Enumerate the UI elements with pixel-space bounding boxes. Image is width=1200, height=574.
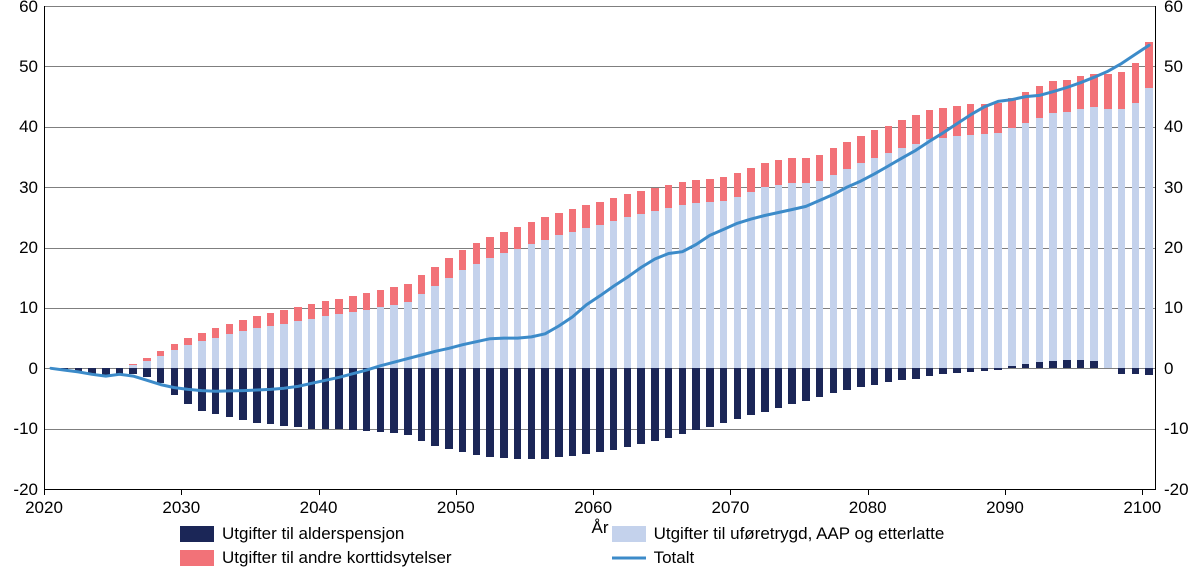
legend-label: Utgifter til andre korttidsytelser: [222, 548, 452, 568]
y-tick-right: 10: [1164, 299, 1183, 316]
legend-item-ufore: Utgifter til uføretrygd, AAP og etterlat…: [612, 524, 945, 544]
y-tick-right: 30: [1164, 179, 1183, 196]
y-tick-left: -10: [2, 420, 38, 437]
y-tick-right: 40: [1164, 118, 1183, 135]
x-tick: [181, 489, 182, 495]
x-tick-label: 2040: [300, 499, 338, 516]
x-tick-label: 2020: [25, 499, 63, 516]
x-tick: [868, 489, 869, 495]
y-tick-left: -20: [2, 481, 38, 498]
x-tick-label: 2030: [162, 499, 200, 516]
x-tick-label: 2050: [437, 499, 475, 516]
legend-item-korttid: Utgifter til andre korttidsytelser: [180, 548, 452, 568]
legend-item-totalt: Totalt: [612, 548, 945, 568]
legend-label: Utgifter til alderspensjon: [222, 524, 404, 544]
y-tick-right: 60: [1164, 0, 1183, 15]
y-tick-left: 0: [2, 360, 38, 377]
line-layer: [44, 6, 1156, 489]
y-tick-right: -20: [1164, 481, 1189, 498]
y-tick-left: 10: [2, 299, 38, 316]
y-tick-right: 0: [1164, 360, 1173, 377]
x-tick: [1005, 489, 1006, 495]
y-tick-left: 40: [2, 118, 38, 135]
y-tick-left: 60: [2, 0, 38, 15]
y-tick-right: 50: [1164, 58, 1183, 75]
legend-label: Utgifter til uføretrygd, AAP og etterlat…: [654, 524, 945, 544]
legend-swatch: [180, 526, 214, 542]
y-tick-right: 20: [1164, 239, 1183, 256]
x-tick: [44, 489, 45, 495]
legend-label: Totalt: [654, 548, 695, 568]
x-axis-label: År: [592, 519, 609, 536]
x-tick: [730, 489, 731, 495]
y-tick-left: 50: [2, 58, 38, 75]
x-tick-label: 2100: [1123, 499, 1161, 516]
spine: [44, 489, 1156, 490]
legend-swatch: [612, 526, 646, 542]
plot-area: [44, 6, 1156, 489]
x-tick: [319, 489, 320, 495]
y-tick-left: 20: [2, 239, 38, 256]
legend: Utgifter til alderspensjon Utgifter til …: [180, 524, 944, 572]
y-tick-left: 30: [2, 179, 38, 196]
legend-swatch-line: [612, 550, 646, 566]
y-tick-right: -10: [1164, 420, 1189, 437]
legend-item-alders: Utgifter til alderspensjon: [180, 524, 452, 544]
totalt-line: [51, 45, 1149, 391]
x-tick: [593, 489, 594, 495]
x-tick: [1142, 489, 1143, 495]
x-tick: [456, 489, 457, 495]
legend-swatch: [180, 550, 214, 566]
expenditure-chart: Utgifter til alderspensjon Utgifter til …: [0, 0, 1200, 574]
x-tick-label: 2060: [574, 499, 612, 516]
x-tick-label: 2090: [986, 499, 1024, 516]
x-tick-label: 2080: [849, 499, 887, 516]
x-tick-label: 2070: [711, 499, 749, 516]
